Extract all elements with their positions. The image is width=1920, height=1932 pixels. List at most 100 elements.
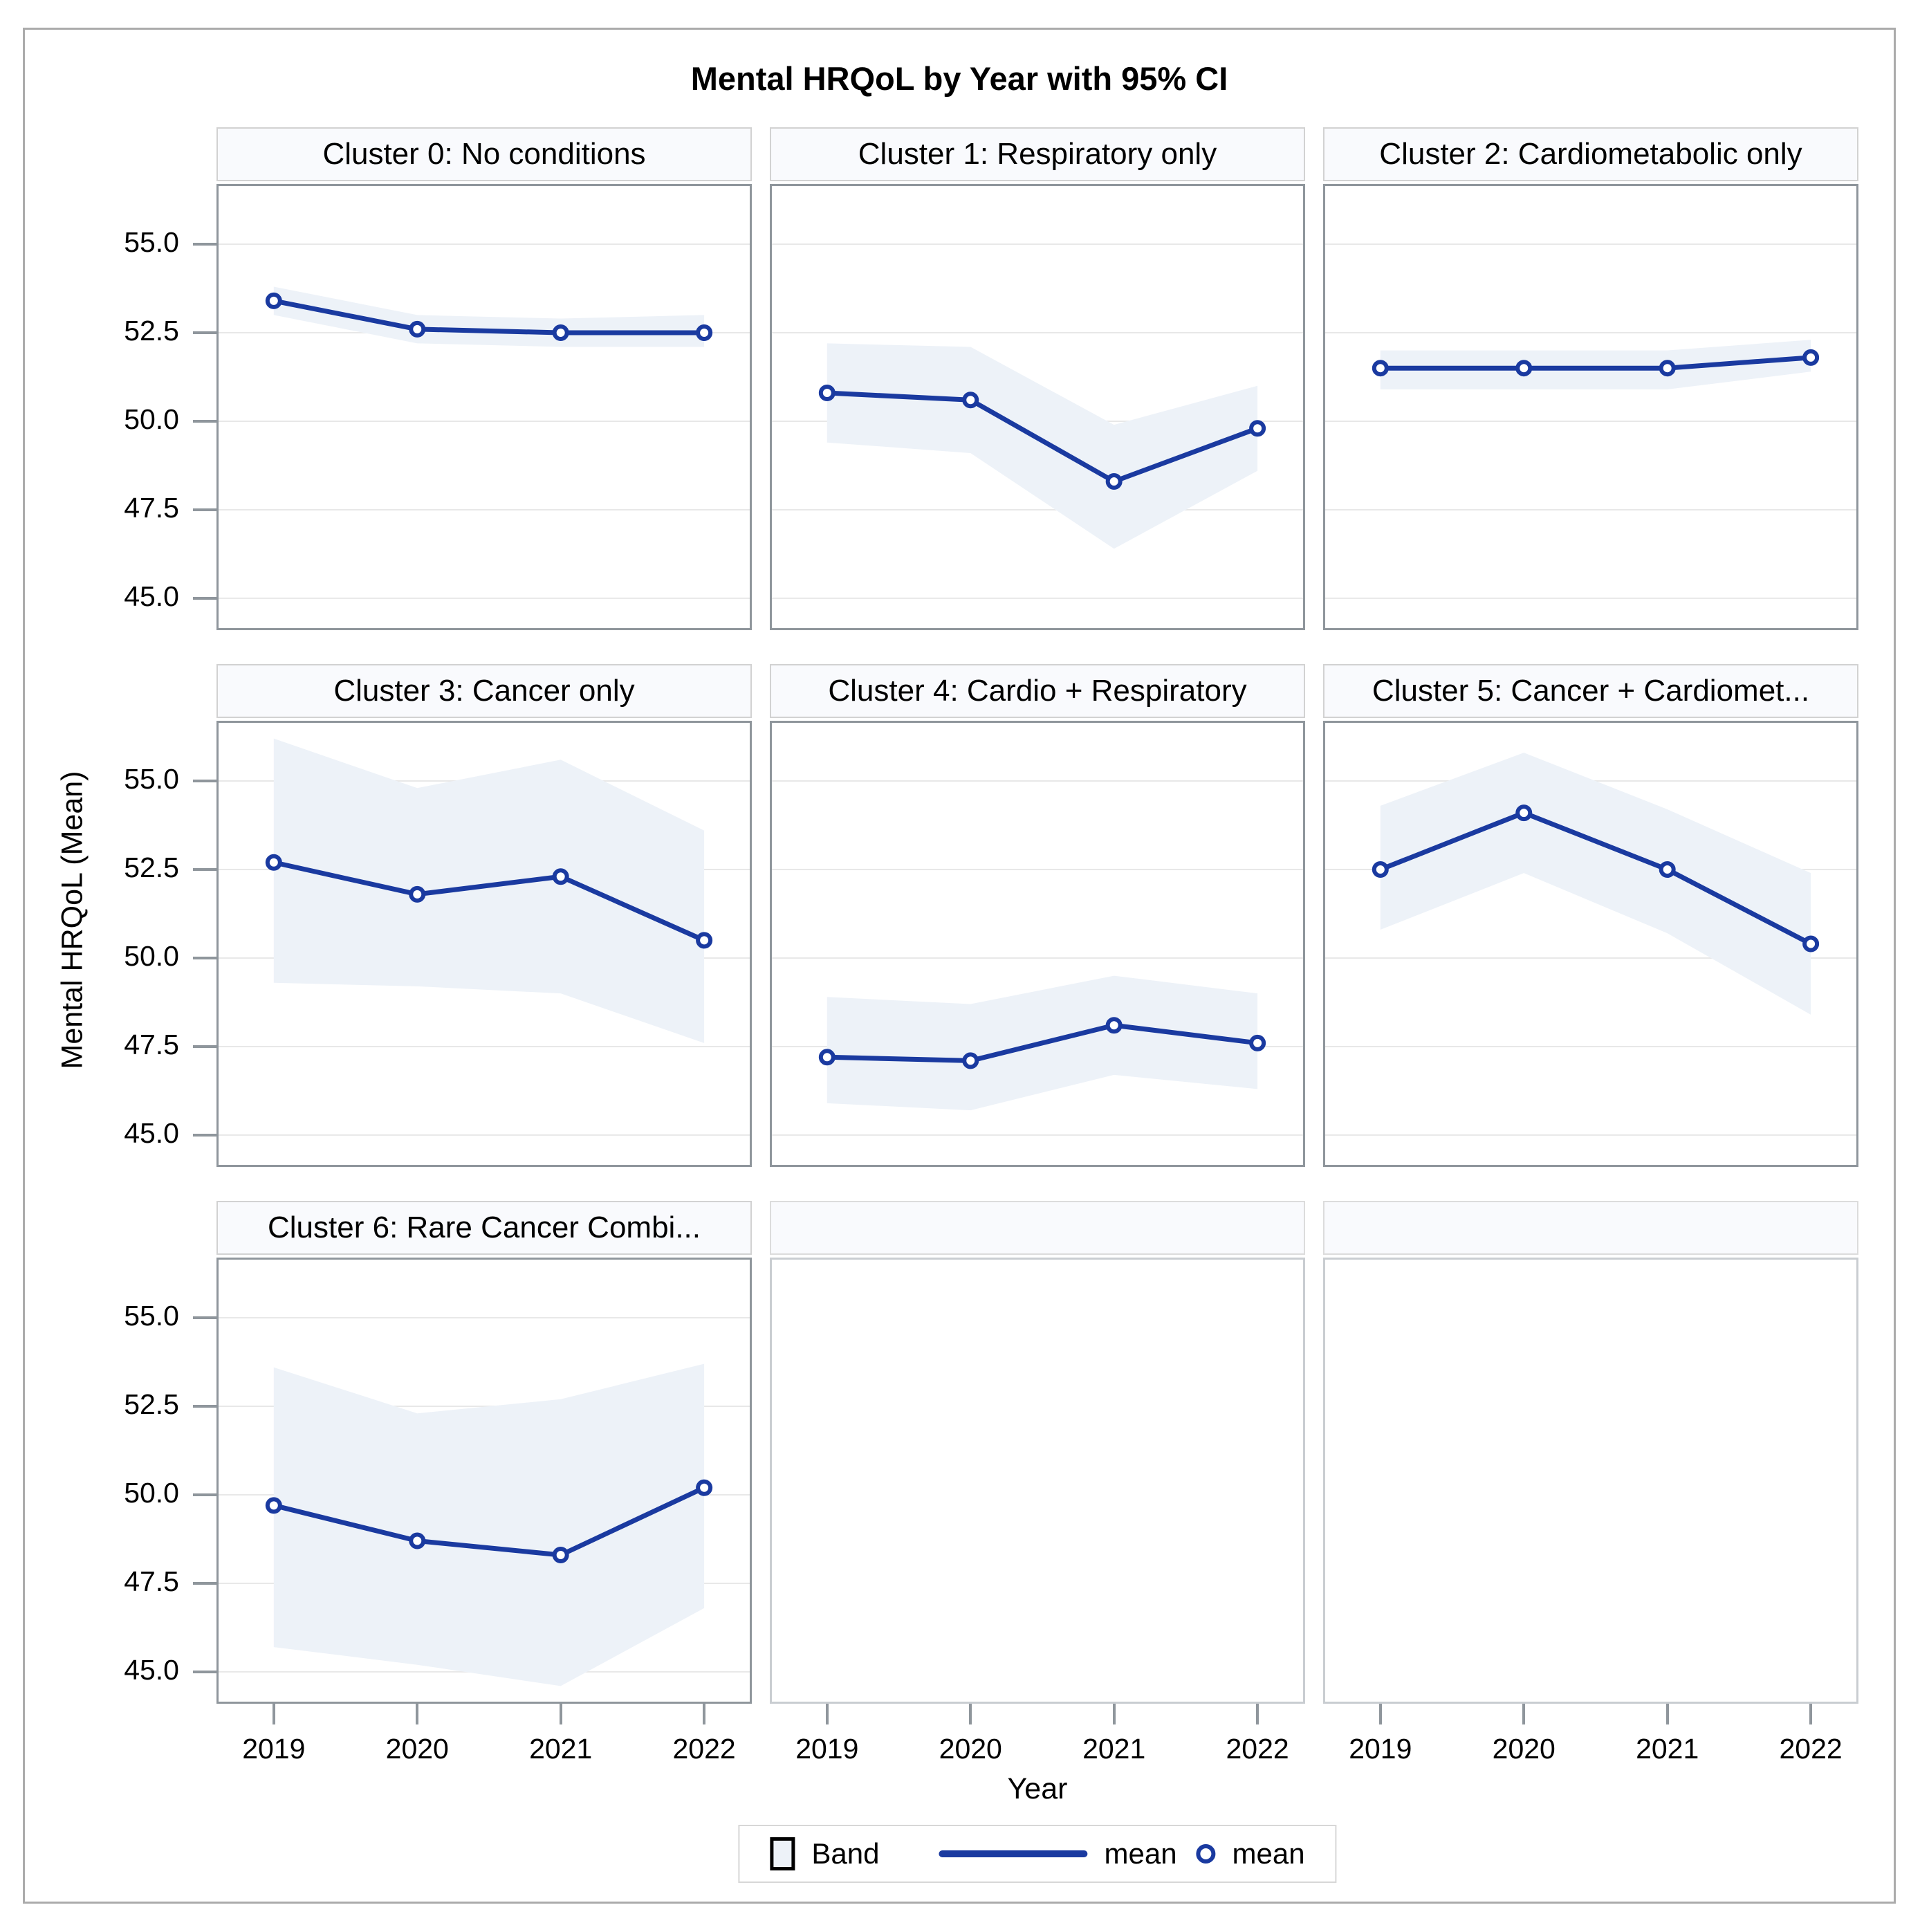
chart-title: Mental HRQoL by Year with 95% CI [690,60,1228,97]
mean-marker [1515,360,1533,377]
plot-border [770,721,1305,1167]
mean-marker [696,1479,713,1496]
y-tick-label: 52.5 [124,1388,179,1420]
panel-header: Cluster 3: Cancer only [216,664,752,718]
panel-header: Cluster 2: Cardiometabolic only [1323,127,1858,181]
mean-line [824,390,1260,484]
mean-marker [552,868,569,885]
legend-mean-marker-label: mean [1232,1837,1305,1870]
ci-band [273,1363,705,1686]
plot-area [216,721,752,1167]
y-tick-label: 45.0 [124,1653,179,1686]
y-tick [193,1045,216,1048]
mean-line [824,1022,1260,1063]
mean-marker [1515,804,1533,822]
mean-line [1378,810,1813,946]
x-tick-label: 2020 [939,1733,1002,1765]
legend-band-label: Band [811,1837,880,1870]
x-tick-label: 2021 [1082,1733,1146,1765]
x-tick [969,1704,972,1724]
mean-marker [1372,861,1389,878]
mean-marker [1659,360,1676,377]
mean-marker [1372,360,1389,377]
x-tick-label: 2019 [795,1733,859,1765]
y-tick-label: 47.5 [124,1028,179,1060]
mean-line [271,860,707,943]
mean-marker [818,385,836,402]
x-tick-label: 2021 [529,1733,593,1765]
y-tick-label: 45.0 [124,1116,179,1149]
y-tick [193,868,216,871]
y-tick [193,1581,216,1585]
y-tick-label: 47.5 [124,1565,179,1597]
mean-marker [1105,1017,1123,1034]
y-tick [193,1493,216,1496]
ci-band [827,343,1258,549]
mean-marker [265,1497,282,1514]
y-tick [193,956,216,959]
y-tick [193,419,216,423]
mean-marker [409,1532,426,1549]
ci-band [1380,340,1811,389]
ci-band [273,738,705,1043]
plot-border [216,721,752,1167]
x-tick [1378,1704,1382,1724]
mean-line [1378,355,1813,371]
plot-border [216,1258,752,1704]
x-tick [1665,1704,1669,1724]
plot-border [1323,1258,1858,1704]
mean-marker [409,885,426,903]
y-tick [193,1316,216,1320]
x-tick [1256,1704,1259,1724]
mean-marker [1659,861,1676,878]
x-tick-label: 2022 [1226,1733,1289,1765]
x-tick [1522,1704,1526,1724]
legend: Band mean mean [738,1825,1337,1883]
ci-band [273,286,705,347]
y-axis-label: Mental HRQoL (Mean) [55,771,89,1069]
panel-header: Cluster 4: Cardio + Respiratory [770,664,1305,718]
plot-border [770,1258,1305,1704]
legend-mean-line-label: mean [1104,1837,1177,1870]
x-tick [416,1704,419,1724]
panel-header: Cluster 5: Cancer + Cardiomet... [1323,664,1858,718]
y-tick-label: 50.0 [124,403,179,435]
plot-border [770,184,1305,630]
panel-header-empty [1323,1201,1858,1255]
mean-marker [552,1547,569,1563]
y-tick-label: 47.5 [124,491,179,524]
y-tick [193,1670,216,1673]
y-tick [193,1405,216,1408]
mean-marker [1105,473,1123,490]
x-tick-label: 2020 [385,1733,449,1765]
plot-border [1323,184,1858,630]
x-tick [1809,1704,1813,1724]
mean-marker-swatch-icon [1196,1844,1216,1864]
mean-line [271,1485,707,1558]
y-tick [193,780,216,783]
mean-marker [696,932,713,949]
mean-marker [1249,1034,1266,1051]
plot-border [1323,721,1858,1167]
x-axis-label: Year [1007,1772,1068,1805]
band-swatch-icon [770,1837,795,1870]
mean-line [271,298,707,335]
plot-area [770,184,1305,630]
panel-header-empty [770,1201,1305,1255]
panel-header: Cluster 6: Rare Cancer Combi... [216,1201,752,1255]
plot-area [770,721,1305,1167]
plot-area [1323,184,1858,630]
y-tick [193,596,216,600]
legend-item-mean-marker: mean [1196,1837,1305,1870]
plot-area [216,184,752,630]
mean-marker [265,854,282,871]
x-tick [1112,1704,1116,1724]
y-tick [193,243,216,246]
x-tick-label: 2022 [1779,1733,1843,1765]
y-tick [193,331,216,334]
x-tick [703,1704,706,1724]
legend-item-mean-line: mean [939,1837,1177,1870]
plot-border [216,184,752,630]
mean-marker [696,324,713,341]
